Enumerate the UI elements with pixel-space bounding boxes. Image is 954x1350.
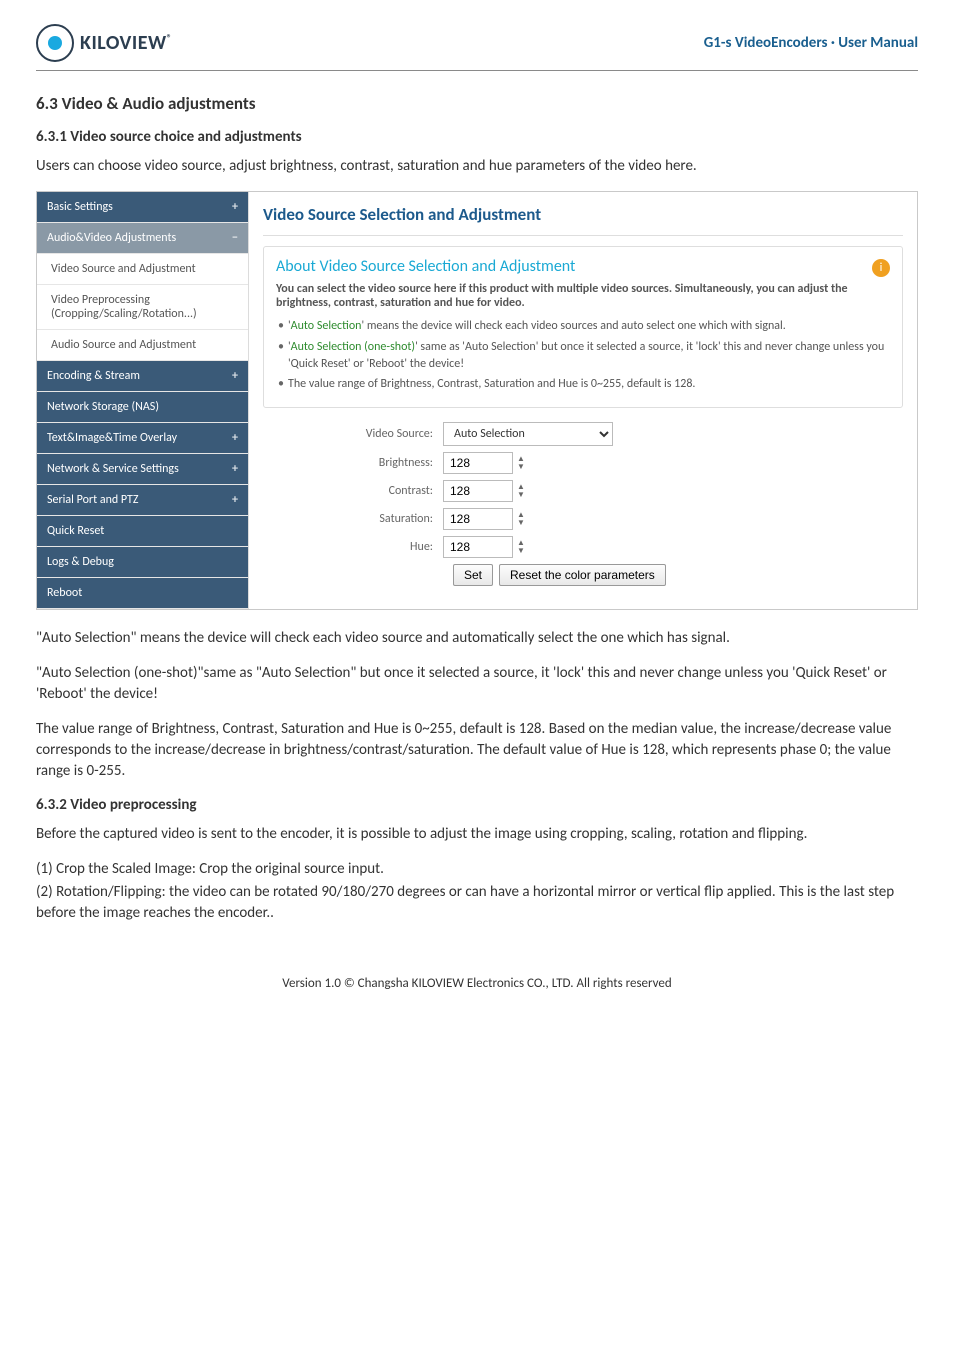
paragraph-632-b: (1) Crop the Scaled Image: Crop the orig…: [36, 859, 918, 880]
info-card-bullets: 'Auto Selection' means the device will c…: [276, 318, 890, 393]
sidebar-item-label: Basic Settings: [47, 200, 113, 214]
sidebar-item-label: Video Source and Adjustment: [51, 262, 196, 276]
sidebar-item-6[interactable]: Network Storage (NAS): [37, 392, 248, 423]
collapse-icon: −: [232, 231, 238, 245]
set-button[interactable]: Set: [453, 564, 493, 586]
spinner: ▲▼: [443, 508, 525, 530]
info-card: i About Video Source Selection and Adjus…: [263, 246, 903, 408]
paragraph-after-2: The value range of Brightness, Contrast,…: [36, 719, 918, 782]
spinner: ▲▼: [443, 480, 525, 502]
chevron-down-icon: ▼: [517, 463, 525, 471]
info-icon: i: [872, 259, 890, 277]
pane-title: Video Source Selection and Adjustment: [263, 204, 903, 225]
sidebar-item-label: Video Preprocessing (Cropping/Scaling/Ro…: [51, 293, 238, 321]
sidebar-item-label: Reboot: [47, 586, 82, 600]
form-row-3: Hue: ▲▼: [263, 536, 903, 558]
button-row: Set Reset the color parameters: [453, 564, 903, 586]
spinner-buttons[interactable]: ▲▼: [517, 455, 525, 471]
numeric-input[interactable]: [443, 452, 513, 474]
sidebar-item-label: Logs & Debug: [47, 555, 114, 569]
footer: Version 1.0 © Changsha KILOVIEW Electron…: [36, 976, 918, 991]
sidebar-item-label: Audio Source and Adjustment: [51, 338, 196, 352]
expand-icon: +: [232, 200, 238, 214]
sidebar: Basic Settings + Audio&Video Adjustments − V…: [37, 192, 249, 609]
info-bullet-2: The value range of Brightness, Contrast,…: [288, 376, 890, 393]
numeric-input[interactable]: [443, 508, 513, 530]
paragraph-after-1: "Auto Selection (one-shot)"same as "Auto…: [36, 663, 918, 705]
form-row-1: Contrast: ▲▼: [263, 480, 903, 502]
sidebar-item-label: Text&Image&Time Overlay: [47, 431, 177, 445]
video-source-label: Video Source:: [263, 427, 443, 441]
logo-icon: [36, 24, 74, 62]
chevron-down-icon: ▼: [517, 491, 525, 499]
sidebar-item-3[interactable]: Video Preprocessing (Cropping/Scaling/Ro…: [37, 285, 248, 330]
sidebar-item-label: Network & Service Settings: [47, 462, 179, 476]
sidebar-item-label: Quick Reset: [47, 524, 104, 538]
paragraph-632-a: Before the captured video is sent to the…: [36, 824, 918, 845]
form-row-2: Saturation: ▲▼: [263, 508, 903, 530]
form-label: Brightness:: [263, 456, 443, 470]
form-row-video-source: Video Source: Auto Selection: [263, 422, 903, 446]
sidebar-item-2[interactable]: Video Source and Adjustment: [37, 254, 248, 285]
sidebar-item-10[interactable]: Quick Reset: [37, 516, 248, 547]
pane-divider: [263, 235, 903, 236]
numeric-input[interactable]: [443, 536, 513, 558]
form: Video Source: Auto Selection Brightness:…: [263, 422, 903, 586]
sidebar-item-8[interactable]: Network & Service Settings +: [37, 454, 248, 485]
form-label: Hue:: [263, 540, 443, 554]
sidebar-item-9[interactable]: Serial Port and PTZ +: [37, 485, 248, 516]
numeric-rows: Brightness:▲▼Contrast:▲▼Saturation:▲▼Hue…: [263, 452, 903, 558]
info-card-desc: You can select the video source here if …: [276, 282, 890, 310]
logo: KILOVIEW®: [36, 24, 172, 62]
spinner-buttons[interactable]: ▲▼: [517, 511, 525, 527]
spinner-buttons[interactable]: ▲▼: [517, 539, 525, 555]
subsection-632: 6.3.2 Video preprocessing: [36, 796, 918, 814]
header-divider: [36, 70, 918, 71]
screenshot-panel: Basic Settings+Audio&Video Adjustments−V…: [36, 191, 918, 610]
form-row-0: Brightness: ▲▼: [263, 452, 903, 474]
sidebar-item-1[interactable]: Audio&Video Adjustments −: [37, 223, 248, 254]
form-label: Saturation:: [263, 512, 443, 526]
sidebar-item-0[interactable]: Basic Settings +: [37, 192, 248, 223]
subsection-631: 6.3.1 Video source choice and adjustment…: [36, 128, 918, 146]
sidebar-item-label: Serial Port and PTZ: [47, 493, 139, 507]
numeric-input[interactable]: [443, 480, 513, 502]
paragraph-after-0: "Auto Selection" means the device will c…: [36, 628, 918, 649]
logo-text: KILOVIEW®: [80, 31, 172, 55]
sidebar-item-12[interactable]: Reboot: [37, 578, 248, 609]
sidebar-item-label: Audio&Video Adjustments: [47, 231, 176, 245]
spinner: ▲▼: [443, 452, 525, 474]
expand-icon: +: [232, 369, 238, 383]
sidebar-item-4[interactable]: Audio Source and Adjustment: [37, 330, 248, 361]
reset-button[interactable]: Reset the color parameters: [499, 564, 666, 586]
section-title: 6.3 Video & Audio adjustments: [36, 93, 918, 114]
video-source-select[interactable]: Auto Selection: [443, 422, 613, 446]
chevron-down-icon: ▼: [517, 519, 525, 527]
content-pane: Video Source Selection and Adjustment i …: [249, 192, 917, 609]
paragraph-631: Users can choose video source, adjust br…: [36, 156, 918, 177]
info-card-title: About Video Source Selection and Adjustm…: [276, 257, 890, 276]
sidebar-item-5[interactable]: Encoding & Stream +: [37, 361, 248, 392]
sidebar-item-label: Network Storage (NAS): [47, 400, 159, 414]
expand-icon: +: [232, 493, 238, 507]
spinner-buttons[interactable]: ▲▼: [517, 483, 525, 499]
spinner: ▲▼: [443, 536, 525, 558]
doc-title: G1-s VideoEncoders · User Manual: [704, 34, 918, 52]
sidebar-item-label: Encoding & Stream: [47, 369, 140, 383]
sidebar-item-11[interactable]: Logs & Debug: [37, 547, 248, 578]
form-label: Contrast:: [263, 484, 443, 498]
chevron-down-icon: ▼: [517, 547, 525, 555]
doc-header: KILOVIEW® G1-s VideoEncoders · User Manu…: [36, 24, 918, 62]
expand-icon: +: [232, 431, 238, 445]
expand-icon: +: [232, 462, 238, 476]
paragraph-632-c: (2) Rotation/Flipping: the video can be …: [36, 882, 918, 924]
info-bullet-1: 'Auto Selection (one-shot)' same as 'Aut…: [288, 339, 890, 373]
info-bullet-0: 'Auto Selection' means the device will c…: [288, 318, 890, 335]
sidebar-item-7[interactable]: Text&Image&Time Overlay +: [37, 423, 248, 454]
